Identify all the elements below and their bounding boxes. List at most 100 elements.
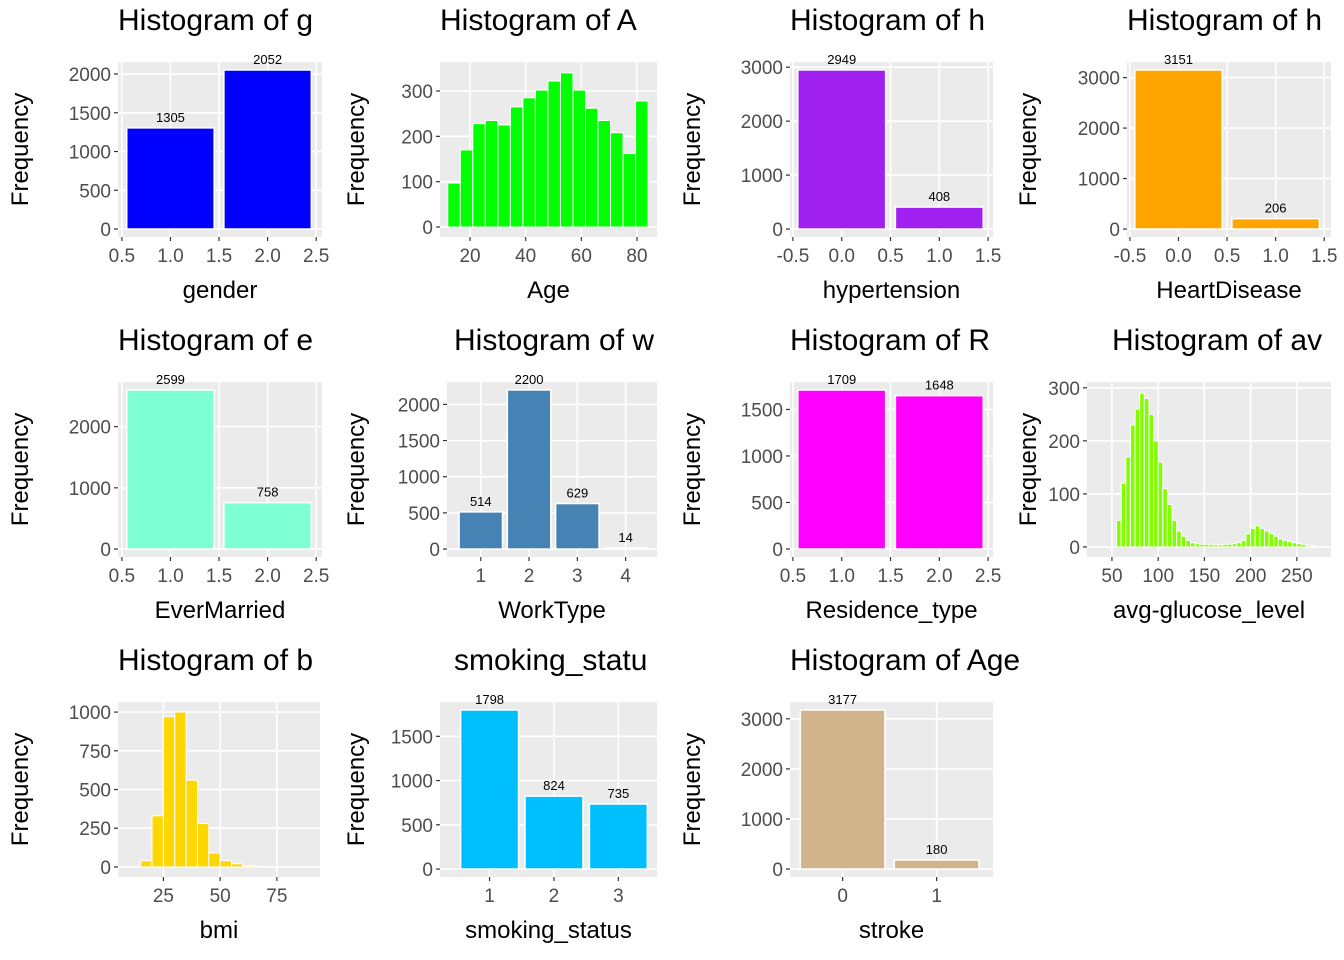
x-tick-label: 1 xyxy=(931,886,942,907)
y-tick-label: 100 xyxy=(401,173,433,194)
y-tick-label: 1000 xyxy=(741,447,783,468)
bar xyxy=(1282,540,1289,548)
x-tick-label: 1 xyxy=(484,886,495,907)
y-tick-label: 0 xyxy=(422,218,433,239)
panel-title: smoking_statu xyxy=(454,644,647,677)
bar xyxy=(125,389,215,550)
y-tick-label: 2000 xyxy=(1078,119,1120,140)
panel-title: Histogram of h xyxy=(790,4,985,37)
y-tick-label: 500 xyxy=(408,504,440,525)
x-tick-label: 1.0 xyxy=(829,566,855,587)
bar xyxy=(1185,540,1192,548)
x-tick-label: 0.5 xyxy=(877,246,903,267)
bar xyxy=(894,206,984,230)
bar xyxy=(1194,543,1201,548)
bar xyxy=(223,501,313,550)
bar xyxy=(799,709,886,870)
x-tick-label: 80 xyxy=(626,246,647,267)
bar xyxy=(1180,535,1187,548)
panel: Histogram of h 0 1000 2000 3000 -0.5 0.0 0.5 1.0… xyxy=(1015,4,1337,304)
y-tick-label: 1000 xyxy=(69,479,111,500)
bar xyxy=(1199,543,1205,548)
y-tick-label: 1500 xyxy=(69,104,111,125)
x-tick-label: 4 xyxy=(620,566,631,587)
x-tick-label: 0.5 xyxy=(109,566,135,587)
x-axis-title: hypertension xyxy=(823,277,960,304)
value-label: 824 xyxy=(543,778,565,793)
y-tick-label: 250 xyxy=(79,819,111,840)
bar xyxy=(1250,527,1256,548)
bar xyxy=(1116,519,1122,548)
bar xyxy=(524,795,584,870)
y-tick-label: 0 xyxy=(772,220,783,241)
bar xyxy=(1273,535,1279,548)
bar xyxy=(1134,69,1223,230)
bar xyxy=(1226,543,1233,548)
bar xyxy=(1236,542,1242,548)
value-label: 180 xyxy=(926,842,948,857)
y-axis-title: Frequency xyxy=(679,733,706,846)
bar xyxy=(1134,408,1141,548)
value-label: 2200 xyxy=(515,372,544,387)
bar xyxy=(1254,525,1261,548)
panel: Histogram of av 0 100 200 300 50 100 150 200 250 a… xyxy=(1015,324,1331,624)
value-label: 2949 xyxy=(827,52,856,67)
y-axis-title: Frequency xyxy=(343,413,370,526)
bar xyxy=(174,711,187,868)
panel: Histogram of b 0 250 500 750 1000 25 50 75 bmi Fre… xyxy=(7,644,323,944)
y-tick-label: 2000 xyxy=(741,760,783,781)
panel: Histogram of e 0 1000 2000 0.5 1.0 1.5 2.0 2.5 25… xyxy=(7,324,329,624)
y-tick-label: 0 xyxy=(422,860,433,881)
x-tick-label: 1.5 xyxy=(975,246,1001,267)
bar xyxy=(635,100,649,228)
x-tick-label: 2 xyxy=(549,886,560,907)
x-tick-label: 75 xyxy=(266,886,287,907)
x-axis-title: smoking_status xyxy=(465,917,632,944)
bar xyxy=(534,89,549,228)
bar xyxy=(1231,217,1321,230)
y-tick-label: 3000 xyxy=(1078,69,1120,90)
bar xyxy=(1125,456,1131,548)
value-label: 206 xyxy=(1265,201,1287,216)
x-tick-label: 3 xyxy=(572,566,583,587)
x-tick-label: 2.0 xyxy=(254,566,280,587)
panel-title: Histogram of b xyxy=(118,644,313,677)
y-tick-label: 200 xyxy=(401,127,433,148)
x-tick-label: 200 xyxy=(1235,566,1267,587)
bar xyxy=(185,779,198,868)
bar xyxy=(1190,542,1196,548)
panel-title: Histogram of e xyxy=(118,324,313,357)
bar xyxy=(196,823,210,868)
y-axis-title: Frequency xyxy=(343,93,370,206)
x-tick-label: 1.5 xyxy=(1311,246,1337,267)
y-tick-label: 2000 xyxy=(398,395,440,416)
bar xyxy=(1157,461,1164,548)
bar xyxy=(1139,392,1145,548)
y-tick-label: 1000 xyxy=(741,810,783,831)
value-label: 3177 xyxy=(828,692,857,707)
x-tick-label: 1.5 xyxy=(206,246,232,267)
value-label: 3151 xyxy=(1164,52,1193,67)
x-axis-title: EverMarried xyxy=(155,597,286,624)
panel: Histogram of A 0 100 200 300 20 40 60 80 Age Frequ… xyxy=(343,4,657,304)
y-tick-label: 0 xyxy=(100,220,111,241)
bar xyxy=(1268,533,1275,548)
x-tick-label: 20 xyxy=(459,246,480,267)
y-axis-title: Frequency xyxy=(7,413,34,526)
y-tick-label: 3000 xyxy=(741,710,783,731)
value-label: 1648 xyxy=(925,378,954,393)
y-tick-label: 0 xyxy=(100,858,111,879)
y-tick-label: 100 xyxy=(1048,485,1080,506)
x-tick-label: 2.0 xyxy=(926,566,952,587)
bar xyxy=(554,502,600,550)
x-axis-title: gender xyxy=(183,277,258,304)
bar xyxy=(1291,542,1298,548)
y-tick-label: 2000 xyxy=(69,418,111,439)
bar xyxy=(610,132,624,228)
bar xyxy=(603,547,649,550)
bar xyxy=(242,865,255,868)
bar xyxy=(1162,488,1168,548)
y-tick-label: 300 xyxy=(401,82,433,103)
bar xyxy=(797,389,887,550)
value-label: 1709 xyxy=(827,372,856,387)
